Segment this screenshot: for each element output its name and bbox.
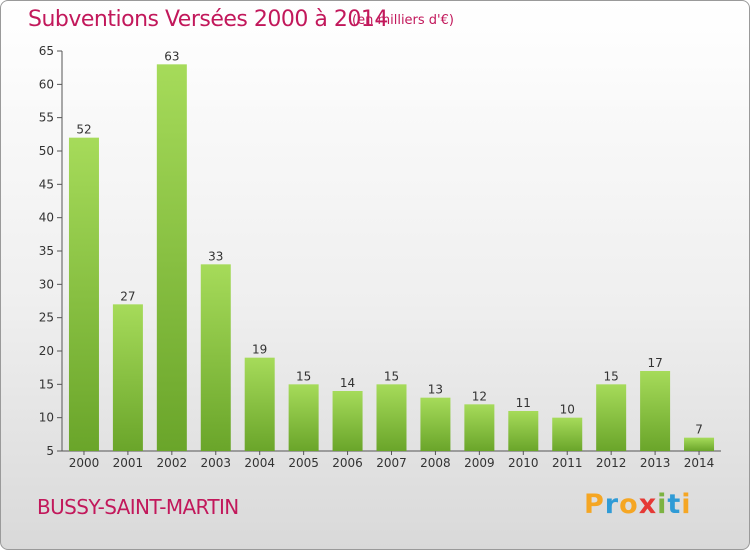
data-label: 52 bbox=[76, 123, 91, 137]
y-tick-label: 20 bbox=[39, 344, 54, 358]
bar bbox=[552, 417, 583, 451]
x-tick-label: 2013 bbox=[640, 456, 671, 470]
x-tick-label: 2014 bbox=[684, 456, 715, 470]
y-tick-label: 45 bbox=[39, 177, 54, 191]
chart-title: Subventions Versées 2000 à 2014 bbox=[28, 7, 388, 32]
bar bbox=[68, 137, 99, 451]
x-tick-label: 2001 bbox=[113, 456, 144, 470]
data-label: 7 bbox=[695, 423, 703, 437]
bar bbox=[244, 357, 275, 451]
logo-letter: o bbox=[619, 489, 639, 520]
bar bbox=[508, 411, 539, 451]
bar bbox=[684, 437, 715, 451]
x-tick-label: 2000 bbox=[69, 456, 100, 470]
logo-letter: x bbox=[638, 489, 658, 520]
x-tick-label: 2007 bbox=[376, 456, 407, 470]
y-tick-label: 35 bbox=[39, 244, 54, 258]
x-tick-label: 2012 bbox=[596, 456, 627, 470]
x-tick-label: 2010 bbox=[508, 456, 539, 470]
y-tick-label: 65 bbox=[39, 44, 54, 58]
bar bbox=[332, 391, 363, 451]
data-label: 15 bbox=[296, 369, 311, 383]
x-tick-label: 2009 bbox=[464, 456, 495, 470]
x-tick-label: 2008 bbox=[420, 456, 451, 470]
y-tick-label: 50 bbox=[39, 144, 54, 158]
city-name: BUSSY-SAINT-MARTIN bbox=[37, 495, 239, 519]
data-label: 19 bbox=[252, 343, 267, 357]
data-label: 15 bbox=[604, 369, 619, 383]
bar bbox=[464, 404, 495, 451]
bar bbox=[112, 304, 143, 451]
x-tick-label: 2003 bbox=[200, 456, 231, 470]
bar bbox=[420, 397, 451, 451]
data-label: 13 bbox=[428, 383, 443, 397]
logo-letter: r bbox=[604, 489, 620, 520]
y-tick-label: 60 bbox=[39, 77, 54, 91]
bar bbox=[640, 371, 671, 451]
y-tick-label: 10 bbox=[39, 411, 54, 425]
chart-subtitle: (en milliers d'€) bbox=[352, 13, 454, 28]
bar bbox=[596, 384, 627, 451]
proxiti-logo: Proxiti bbox=[584, 489, 692, 520]
data-label: 12 bbox=[472, 389, 487, 403]
logo-letter: i bbox=[681, 489, 692, 520]
bar bbox=[156, 64, 187, 452]
data-label: 17 bbox=[647, 356, 662, 370]
y-tick-label: 55 bbox=[39, 111, 54, 125]
data-label: 14 bbox=[340, 376, 355, 390]
data-label: 15 bbox=[384, 369, 399, 383]
data-label: 33 bbox=[208, 249, 223, 263]
x-tick-label: 2005 bbox=[288, 456, 319, 470]
data-label: 11 bbox=[516, 396, 531, 410]
data-label: 10 bbox=[560, 403, 575, 417]
bar bbox=[200, 264, 231, 451]
logo-letter: P bbox=[584, 489, 605, 520]
logo-letter: i bbox=[657, 489, 668, 520]
y-tick-label: 15 bbox=[39, 377, 54, 391]
y-tick-label: 40 bbox=[39, 211, 54, 225]
data-label: 27 bbox=[120, 289, 135, 303]
y-tick-label: 25 bbox=[39, 311, 54, 325]
y-tick-label: 30 bbox=[39, 277, 54, 291]
bar bbox=[288, 384, 319, 451]
x-tick-label: 2011 bbox=[552, 456, 583, 470]
x-tick-label: 2004 bbox=[244, 456, 275, 470]
y-tick-label: 5 bbox=[46, 444, 54, 458]
bar bbox=[376, 384, 407, 451]
x-tick-label: 2006 bbox=[332, 456, 363, 470]
x-tick-label: 2002 bbox=[157, 456, 188, 470]
logo-letter: t bbox=[667, 489, 682, 520]
data-label: 63 bbox=[164, 49, 179, 63]
